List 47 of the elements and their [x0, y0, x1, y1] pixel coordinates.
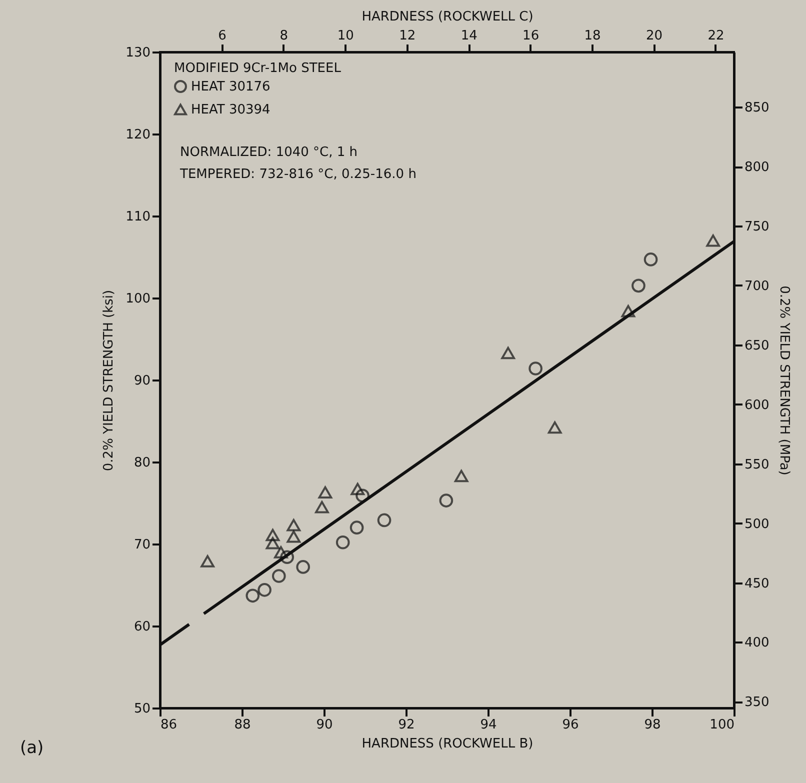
text: (a): [20, 738, 44, 758]
x-tick-label: 92: [398, 718, 415, 732]
x-tick-label: 86: [160, 718, 178, 732]
y2-tick-label: 650: [744, 338, 770, 354]
legend-title: MODIFIED 9Cr-1Mo STEEL: [174, 61, 342, 76]
x-tick-label: 98: [644, 718, 661, 732]
annotation: NORMALIZED: 1040 °C, 1 h: [180, 145, 358, 160]
x2-tick-label: 20: [646, 28, 663, 44]
y-tick-label: 130: [126, 46, 150, 60]
y2-tick-label: 600: [744, 398, 770, 413]
y2-tick-label: 500: [744, 516, 770, 532]
y-tick-label: 90: [134, 374, 150, 388]
x-axis-title: HARDNESS (ROCKWELL B): [362, 736, 534, 752]
x2-tick-label: 16: [522, 28, 540, 44]
legend-label: HEAT 30394: [191, 102, 270, 118]
y2-tick-label: 700: [744, 278, 770, 294]
x2-tick-label: 22: [708, 28, 724, 44]
y-tick-label: 80: [134, 456, 150, 470]
x2-tick-label: 12: [399, 28, 416, 44]
y-tick-label: 70: [134, 538, 150, 552]
y-axis-title: 0.2% YIELD STRENGTH (ksi): [102, 290, 117, 472]
x2-tick-label: 18: [584, 28, 601, 44]
x2-tick-label: 10: [337, 28, 354, 44]
x-tick-label: 94: [480, 718, 497, 732]
x2-tick-label: 14: [460, 28, 478, 44]
y-tick-label: 120: [126, 128, 150, 142]
y2-tick-label: 750: [744, 219, 770, 234]
y-tick-label: 100: [126, 292, 150, 306]
x2-axis-title: HARDNESS (ROCKWELL C): [362, 10, 534, 24]
x-tick-label: 90: [316, 718, 333, 732]
y-tick-label: 50: [134, 702, 150, 716]
y2-tick-label: 350: [744, 695, 770, 710]
y-tick-label: 110: [126, 210, 150, 224]
y2-tick-label: 850: [744, 100, 770, 116]
y2-tick-label: 550: [744, 457, 770, 472]
x2-tick-label: 8: [280, 28, 288, 44]
y2-axis-title: 0.2% YIELD STRENGTH (MPa): [776, 286, 792, 476]
x-tick-label: 88: [234, 718, 251, 732]
annotation: TEMPERED: 732-816 °C, 0.25-16.0 h: [179, 167, 416, 182]
y2-tick-label: 400: [744, 636, 770, 651]
y2-tick-label: 450: [744, 576, 770, 592]
x-tick-label: 96: [562, 718, 579, 732]
y-tick-label: 60: [134, 620, 150, 634]
x-tick-label: 100: [710, 718, 734, 732]
legend-label: HEAT 30176: [191, 80, 270, 94]
y2-tick-label: 800: [744, 160, 770, 176]
x2-tick-label: 6: [218, 28, 226, 44]
